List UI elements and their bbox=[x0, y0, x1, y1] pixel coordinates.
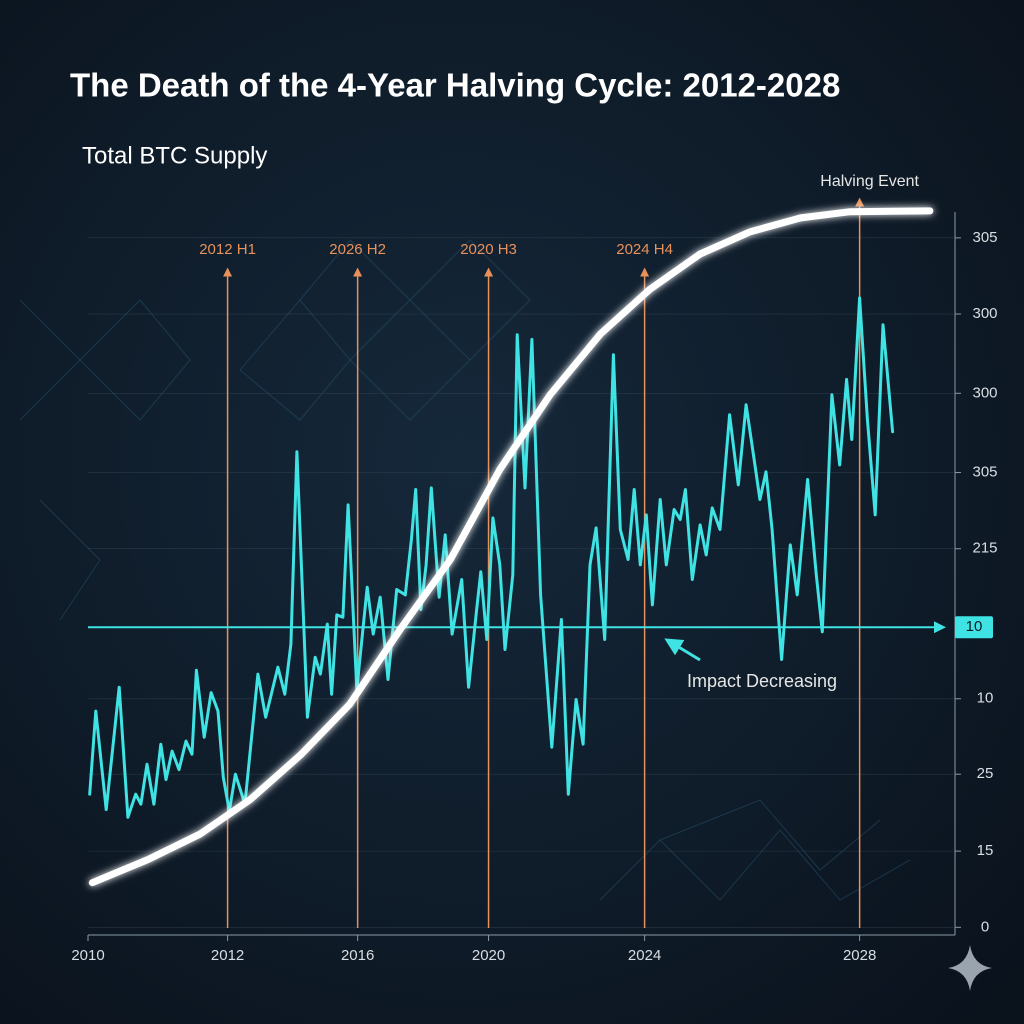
annotation-arrow bbox=[664, 638, 701, 662]
supply-curve bbox=[88, 207, 934, 887]
y-tick-label: 300 bbox=[972, 384, 997, 401]
y-tick-label: 10 bbox=[977, 690, 994, 707]
y-tick-label: 0 bbox=[981, 918, 989, 935]
x-tick-label: 2020 bbox=[472, 947, 505, 964]
x-tick-label: 2024 bbox=[628, 947, 661, 964]
y-tick-label: 25 bbox=[977, 765, 994, 782]
y-tick-label: 305 bbox=[972, 229, 997, 246]
reference-label: 10 bbox=[966, 618, 983, 635]
annotation: Impact Decreasing bbox=[687, 671, 837, 691]
sparkle-icon bbox=[948, 945, 992, 991]
chart-title: The Death of the 4-Year Halving Cycle: 2… bbox=[70, 67, 840, 104]
reference-label-box bbox=[955, 616, 993, 639]
halving-label: Halving Event bbox=[820, 173, 919, 190]
halving-label: 2026 H2 bbox=[329, 241, 386, 258]
impact-line bbox=[88, 296, 895, 819]
y-tick-label: 305 bbox=[972, 464, 997, 481]
x-tick-label: 2028 bbox=[843, 947, 876, 964]
network-decoration bbox=[19, 239, 911, 901]
halving-label: 2012 H1 bbox=[199, 241, 256, 258]
y-tick-label: 15 bbox=[977, 842, 994, 859]
x-tick-label: 2016 bbox=[341, 947, 374, 964]
legend-label: Total BTC Supply bbox=[82, 142, 267, 169]
x-tick-label: 2012 bbox=[211, 947, 244, 964]
x-tick-label: 2010 bbox=[71, 947, 104, 964]
y-tick-label: 300 bbox=[972, 305, 997, 322]
y-tick-label: 215 bbox=[972, 540, 997, 557]
halving-label: 2024 H4 bbox=[616, 241, 673, 258]
halving-label: 2020 H3 bbox=[460, 241, 517, 258]
